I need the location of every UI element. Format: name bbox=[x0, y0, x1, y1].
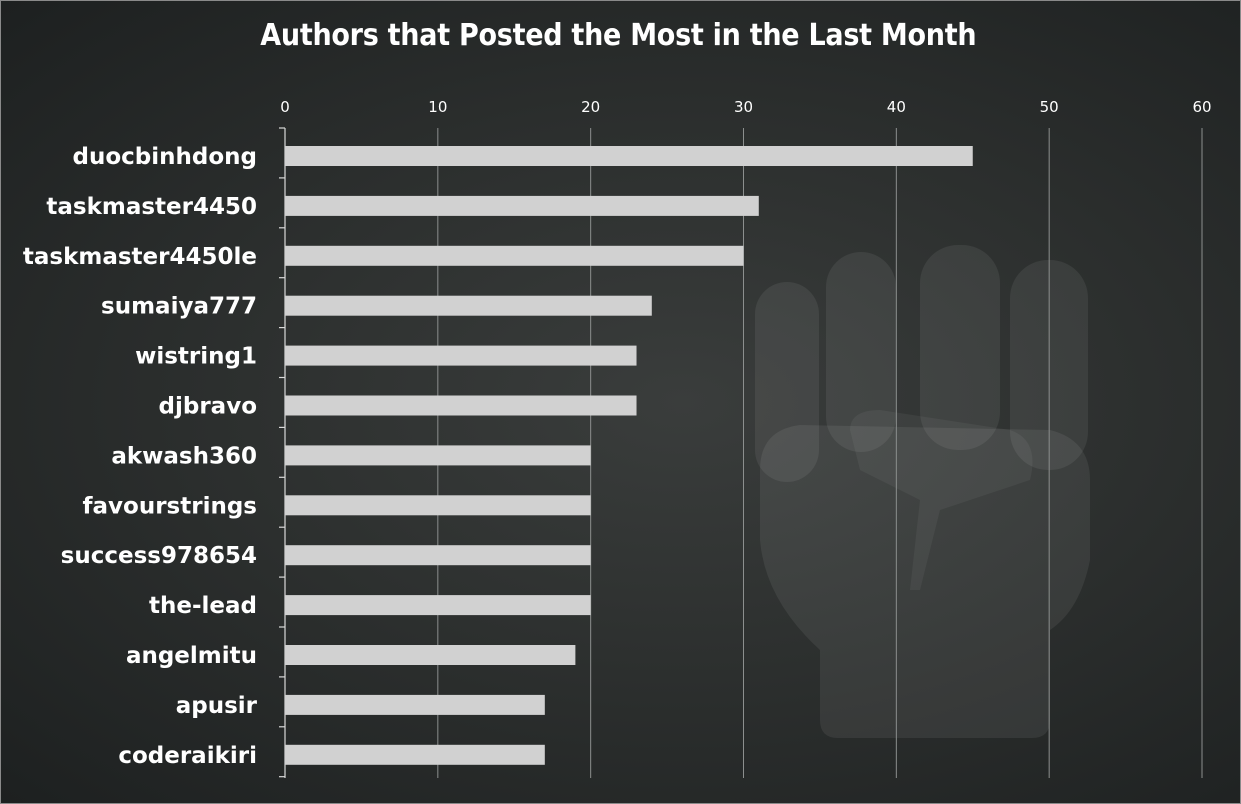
x-tick-labels: 0 10 20 30 40 50 60 bbox=[280, 98, 1211, 116]
x-tick-label: 40 bbox=[887, 98, 906, 116]
x-tick-label: 10 bbox=[428, 98, 447, 116]
category-label: success978654 bbox=[61, 543, 257, 569]
category-label: taskmaster4450 bbox=[46, 194, 257, 220]
fist-finger-1 bbox=[755, 282, 819, 482]
category-label: favourstrings bbox=[83, 493, 257, 519]
bar-sumaiya777 bbox=[285, 295, 652, 316]
chart-title: Authors that Posted the Most in the Last… bbox=[260, 18, 977, 53]
category-label: angelmitu bbox=[126, 643, 257, 669]
x-tick-label: 50 bbox=[1040, 98, 1059, 116]
fist-finger-3 bbox=[920, 245, 1000, 450]
fist-thumb bbox=[850, 410, 1033, 590]
bar-angelmitu bbox=[285, 645, 576, 665]
bar-djbravo bbox=[285, 395, 637, 416]
bar-coderaikiri bbox=[285, 744, 545, 765]
x-tick-label: 30 bbox=[734, 98, 753, 116]
axes bbox=[279, 127, 286, 778]
category-label: djbravo bbox=[159, 394, 257, 420]
background-fist-watermark bbox=[755, 245, 1090, 738]
category-label: sumaiya777 bbox=[101, 294, 257, 320]
category-labels: duocbinhdong taskmaster4450 taskmaster4450… bbox=[23, 144, 258, 769]
x-tick-label: 20 bbox=[581, 98, 600, 116]
bar-akwash360 bbox=[285, 445, 591, 466]
category-label: apusir bbox=[176, 693, 258, 719]
fist-palm bbox=[760, 425, 1090, 738]
bar-duocbinhdong bbox=[285, 146, 973, 166]
category-label: duocbinhdong bbox=[73, 144, 257, 170]
gridlines bbox=[437, 128, 1203, 778]
bar-favourstrings bbox=[285, 495, 591, 516]
fist-finger-2 bbox=[826, 252, 896, 452]
category-label: akwash360 bbox=[111, 443, 257, 469]
category-label: wistring1 bbox=[135, 344, 257, 370]
x-tick-label: 60 bbox=[1192, 98, 1211, 116]
bar-taskmaster4450le bbox=[285, 245, 744, 266]
category-label: taskmaster4450le bbox=[23, 244, 257, 270]
bar-wistring1 bbox=[285, 345, 637, 366]
x-tick-label: 0 bbox=[280, 98, 290, 116]
bar-apusir bbox=[285, 694, 545, 715]
bars bbox=[285, 146, 973, 765]
bar-success978654 bbox=[285, 545, 591, 566]
bar-the-lead bbox=[285, 595, 591, 616]
category-label: the-lead bbox=[149, 593, 257, 619]
bar-taskmaster4450 bbox=[285, 195, 759, 216]
category-label: coderaikiri bbox=[118, 743, 257, 769]
